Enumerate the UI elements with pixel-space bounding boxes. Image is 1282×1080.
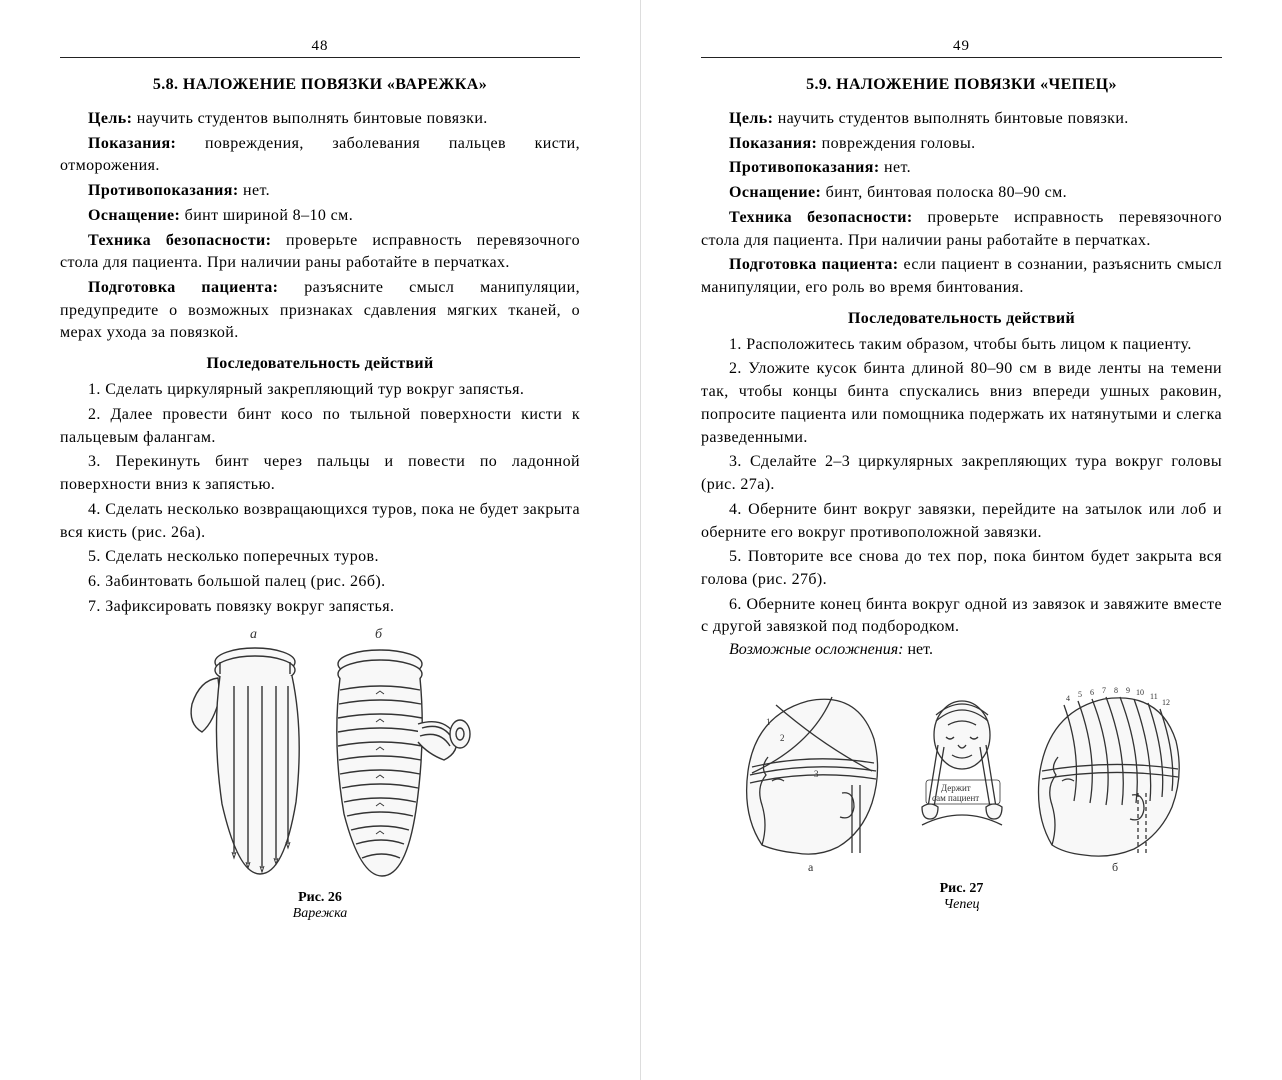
indications-label: Показания: [88,135,176,152]
safety: Техника безопасности: проверьте исправно… [60,230,580,275]
page-49: 49 5.9. НАЛОЖЕНИЕ ПОВЯЗКИ «ЧЕПЕЦ» Цель: … [641,0,1282,1080]
goal-text: научить студентов выполнять бинтовые пов… [132,110,487,127]
holds-label-2: сам пациент [932,793,979,803]
sequence-heading: Последовательность действий [60,355,580,373]
equip-text: бинт, бинтовая полоска 80–90 см. [821,184,1067,201]
safety: Техника безопасности: проверьте исправно… [701,207,1222,252]
prep-label: Подготовка пациента: [88,279,278,296]
prep-label: Подготовка пациента: [729,256,899,273]
preparation: Подготовка пациента: разъясните смысл ма… [60,277,580,345]
complications-label: Возможные осложнения: [729,641,903,658]
indications: Показания: повреждения головы. [701,133,1222,156]
contra-text: нет. [880,159,911,176]
svg-text:5: 5 [1078,690,1082,699]
page-number: 48 [60,38,580,55]
goal: Цель: научить студентов выполнять бинтов… [701,108,1222,131]
figure-caption: Варежка [60,906,580,922]
hand-bandage-illustration: а [160,624,480,884]
contraindications: Противопоказания: нет. [60,180,580,203]
indications: Показания: повреждения, заболевания паль… [60,133,580,178]
svg-text:9: 9 [1126,686,1130,695]
goal-label: Цель: [88,110,132,127]
equip-label: Оснащение: [88,207,180,224]
contra-label: Противопоказания: [729,159,880,176]
goal-text: научить студентов выполнять бинтовые пов… [773,110,1128,127]
safety-label: Техника безопасности: [729,209,913,226]
step: 4. Оберните бинт вокруг завязки, перейди… [701,499,1222,544]
svg-text:б: б [375,627,383,642]
contra-label: Противопоказания: [88,182,239,199]
figure-caption: Чепец [701,897,1222,913]
figure-27: 1 2 3 а [701,675,1222,913]
svg-text:а: а [250,627,257,642]
goal: Цель: научить студентов выполнять бинтов… [60,108,580,131]
svg-text:б: б [1112,860,1118,874]
book-spread: 48 5.8. НАЛОЖЕНИЕ ПОВЯЗКИ «ВАРЕЖКА» Цель… [0,0,1282,1080]
complications: Возможные осложнения: нет. [701,641,1222,659]
equip-text: бинт шириной 8–10 см. [180,207,353,224]
svg-text:3: 3 [814,769,819,779]
step: 1. Сделать циркулярный закрепляющий тур … [60,379,580,402]
step: 5. Повторите все снова до тех пор, пока … [701,546,1222,591]
header-rule [60,57,580,58]
section-title: 5.8. НАЛОЖЕНИЕ ПОВЯЗКИ «ВАРЕЖКА» [60,76,580,94]
header-rule [701,57,1222,58]
safety-label: Техника безопасности: [88,232,271,249]
contra-text: нет. [239,182,270,199]
svg-text:7: 7 [1102,686,1106,695]
svg-text:6: 6 [1090,688,1094,697]
preparation: Подготовка пациента: если пациент в созн… [701,254,1222,299]
section-title: 5.9. НАЛОЖЕНИЕ ПОВЯЗКИ «ЧЕПЕЦ» [701,76,1222,94]
contraindications: Противопоказания: нет. [701,157,1222,180]
equipment: Оснащение: бинт шириной 8–10 см. [60,205,580,228]
complications-text: нет. [903,641,932,658]
svg-text:11: 11 [1150,692,1158,701]
equipment: Оснащение: бинт, бинтовая полоска 80–90 … [701,182,1222,205]
holds-label-1: Держит [941,783,971,793]
figure-label: Рис. 26 [60,890,580,906]
svg-text:1: 1 [766,717,771,727]
svg-text:12: 12 [1162,698,1170,707]
svg-text:2: 2 [780,733,785,743]
head-cap-illustration: 1 2 3 а [722,675,1202,875]
step: 4. Сделать несколько возвращающихся туро… [60,499,580,544]
page-number: 49 [701,38,1222,55]
step: 1. Расположитесь таким образом, чтобы бы… [701,334,1222,357]
step: 3. Перекинуть бинт через пальцы и повест… [60,451,580,496]
sequence-heading: Последовательность действий [701,310,1222,328]
svg-text:8: 8 [1114,686,1118,695]
svg-text:10: 10 [1136,688,1144,697]
goal-label: Цель: [729,110,773,127]
indications-label: Показания: [729,135,817,152]
step: 3. Сделайте 2–3 циркулярных закрепляющих… [701,451,1222,496]
step: 2. Далее провести бинт косо по тыльной п… [60,404,580,449]
step: 2. Уложите кусок бинта длиной 80–90 см в… [701,358,1222,449]
step: 6. Забинтовать большой палец (рис. 26б). [60,571,580,594]
indications-text: повреждения головы. [817,135,975,152]
step: 6. Оберните конец бинта вокруг одной из … [701,594,1222,639]
figure-26: а [60,624,580,922]
page-48: 48 5.8. НАЛОЖЕНИЕ ПОВЯЗКИ «ВАРЕЖКА» Цель… [0,0,641,1080]
svg-text:4: 4 [1066,694,1070,703]
step: 7. Зафиксировать повязку вокруг запястья… [60,596,580,619]
svg-text:а: а [808,860,814,874]
step: 5. Сделать несколько поперечных туров. [60,546,580,569]
equip-label: Оснащение: [729,184,821,201]
figure-label: Рис. 27 [701,881,1222,897]
